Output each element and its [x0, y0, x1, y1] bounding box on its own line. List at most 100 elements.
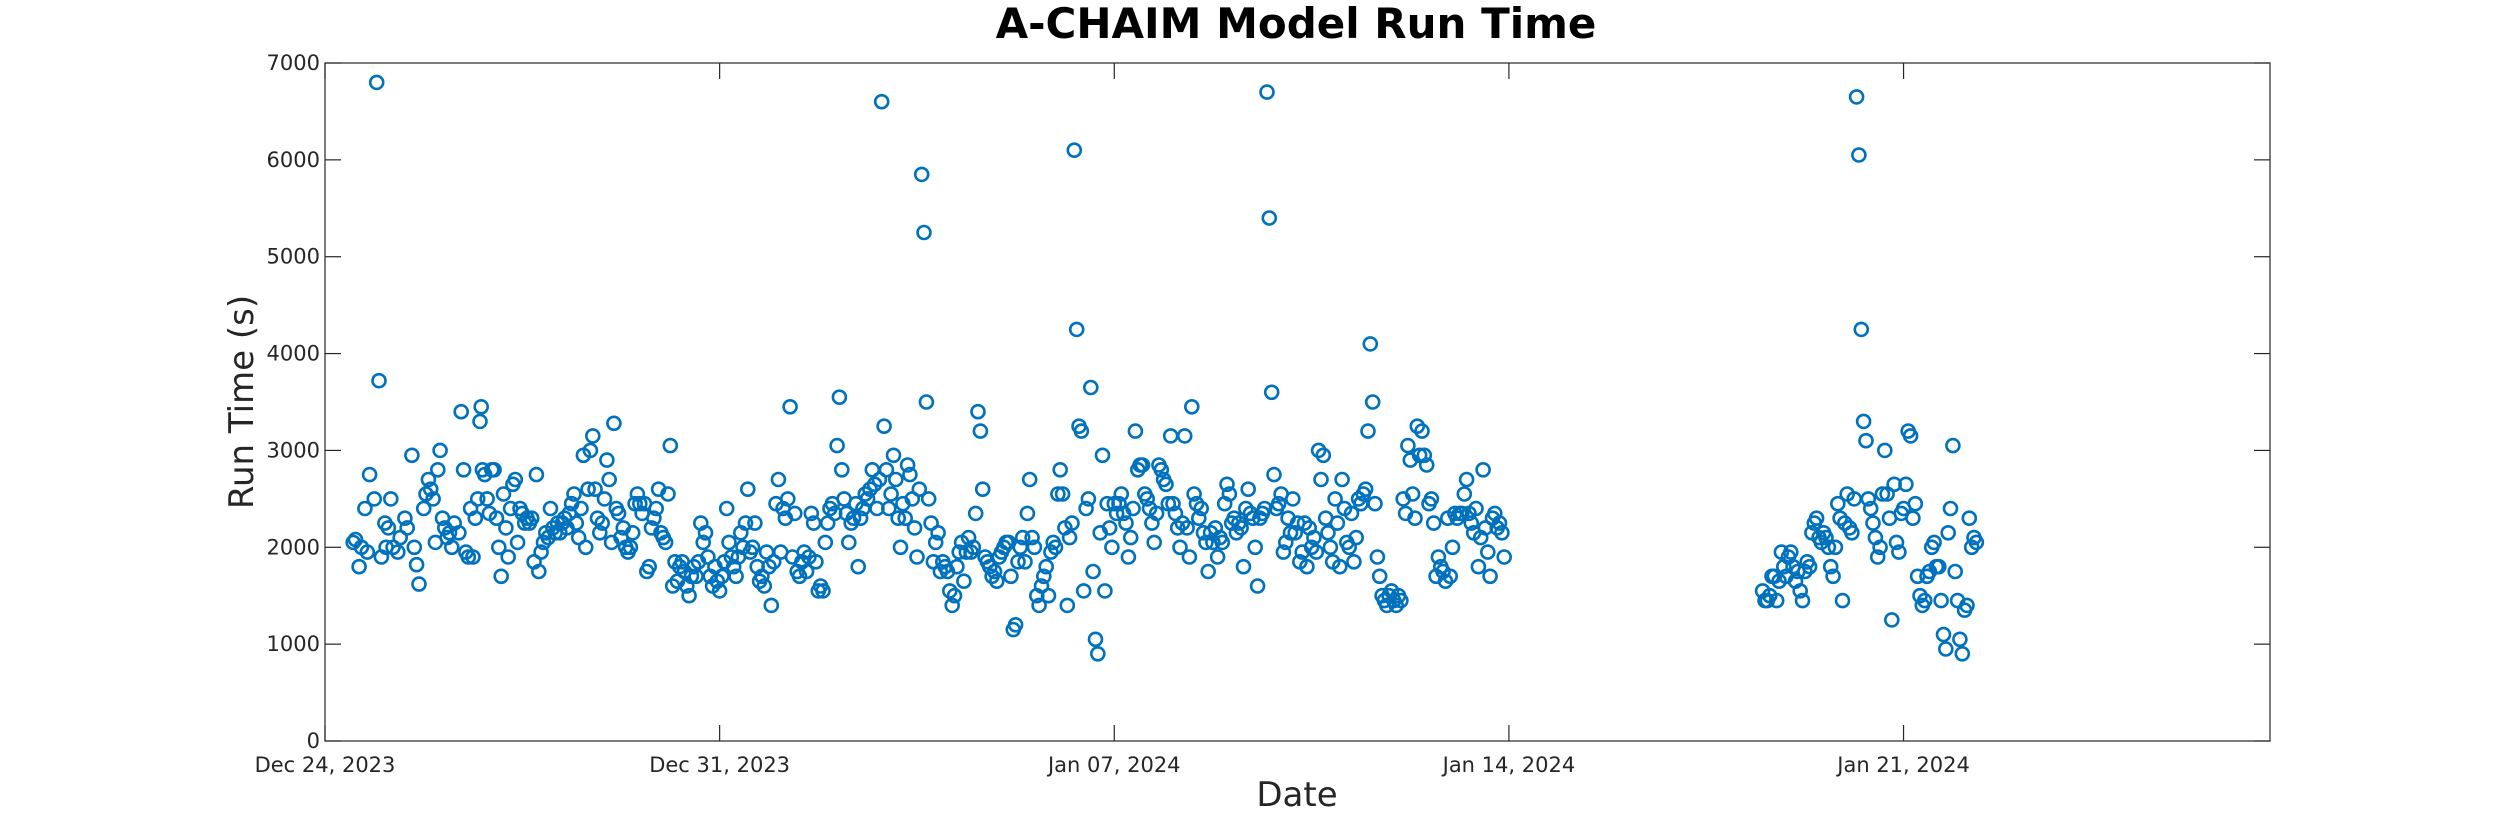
data-point — [493, 568, 510, 585]
data-point — [411, 576, 427, 592]
data-point — [850, 558, 867, 575]
y-tick-label: 6000 — [267, 148, 320, 172]
data-point — [1249, 578, 1266, 594]
data-point — [970, 403, 986, 420]
data-point — [469, 491, 486, 507]
y-tick-label: 5000 — [267, 245, 320, 269]
data-point — [909, 549, 925, 565]
data-point — [624, 524, 641, 541]
data-point — [1825, 568, 1841, 585]
data-point — [408, 556, 425, 573]
data-point — [1209, 549, 1226, 565]
data-point — [1940, 524, 1956, 541]
x-tick-label: Jan 14, 2024 — [1441, 753, 1576, 777]
data-point — [1907, 495, 1924, 512]
scatter-series — [345, 74, 1985, 662]
data-point — [1853, 321, 1870, 338]
data-point — [756, 578, 773, 594]
data-point — [718, 500, 735, 517]
data-point — [535, 534, 552, 551]
data-point — [1851, 147, 1867, 163]
data-point — [631, 495, 648, 512]
data-point — [956, 573, 972, 590]
data-point — [1139, 491, 1155, 507]
data-point — [883, 486, 899, 502]
data-point — [1888, 534, 1905, 551]
data-point — [523, 510, 540, 527]
data-point — [1073, 423, 1090, 439]
data-point — [1153, 461, 1170, 478]
data-point — [845, 510, 862, 527]
data-point — [1188, 495, 1205, 512]
data-point — [1148, 505, 1165, 522]
data-point — [1275, 544, 1292, 560]
data-point — [1031, 597, 1047, 614]
data-point — [1872, 539, 1888, 556]
data-point — [1926, 534, 1942, 551]
data-point — [681, 587, 697, 604]
data-point — [1259, 84, 1275, 100]
data-point — [932, 563, 949, 580]
data-point — [916, 224, 932, 241]
data-point — [1905, 510, 1921, 527]
data-point — [587, 481, 603, 498]
data-point — [1007, 616, 1024, 633]
data-point — [530, 563, 547, 580]
data-point — [1952, 631, 1968, 648]
data-point — [695, 534, 712, 551]
data-point — [1947, 563, 1963, 580]
y-axis: 0 1000 2000 3000 4000 5000 6000 7000 — [267, 51, 2270, 753]
data-point — [1491, 515, 1508, 531]
data-point — [1047, 539, 1064, 556]
data-point — [1315, 447, 1332, 464]
data-point — [890, 510, 907, 527]
data-point — [878, 461, 895, 478]
data-point — [1322, 539, 1339, 556]
data-point — [1494, 524, 1510, 541]
data-point — [1134, 457, 1151, 473]
data-point — [1898, 476, 1914, 493]
data-point — [1327, 491, 1343, 507]
data-point — [1827, 539, 1844, 556]
data-point — [596, 491, 613, 507]
data-point — [1052, 461, 1068, 478]
data-point — [1830, 495, 1846, 512]
data-point — [451, 524, 467, 541]
y-axis-label: Run Time (s) — [222, 295, 262, 509]
x-tick-label: Dec 24, 2023 — [255, 753, 396, 777]
data-point — [453, 403, 470, 420]
data-point — [406, 539, 423, 556]
data-point — [1308, 544, 1325, 560]
data-point — [1792, 583, 1808, 599]
data-point — [432, 442, 448, 459]
data-point — [1938, 641, 1954, 657]
data-point — [1050, 486, 1066, 502]
data-point — [1263, 384, 1280, 401]
data-point — [1021, 471, 1038, 488]
data-point — [1902, 428, 1919, 444]
data-point — [1181, 549, 1198, 565]
data-point — [1954, 645, 1971, 662]
data-point — [1348, 529, 1364, 546]
data-point — [1247, 539, 1263, 556]
data-point — [422, 481, 439, 498]
data-point — [443, 539, 460, 556]
data-point — [902, 466, 918, 483]
data-point — [763, 597, 780, 614]
data-point — [657, 534, 674, 551]
data-point — [1184, 398, 1200, 415]
data-point — [599, 452, 615, 468]
data-point — [1480, 544, 1496, 560]
y-tick-label: 7000 — [267, 51, 320, 75]
data-point — [911, 481, 928, 498]
data-point — [711, 583, 728, 599]
data-point — [1393, 592, 1409, 609]
data-point — [920, 491, 937, 507]
data-point — [1146, 534, 1162, 551]
data-point — [1061, 529, 1078, 546]
data-point — [1797, 563, 1813, 580]
data-point — [941, 583, 958, 599]
data-point — [1214, 534, 1231, 551]
data-point — [918, 394, 935, 410]
data-point — [1884, 612, 1900, 628]
